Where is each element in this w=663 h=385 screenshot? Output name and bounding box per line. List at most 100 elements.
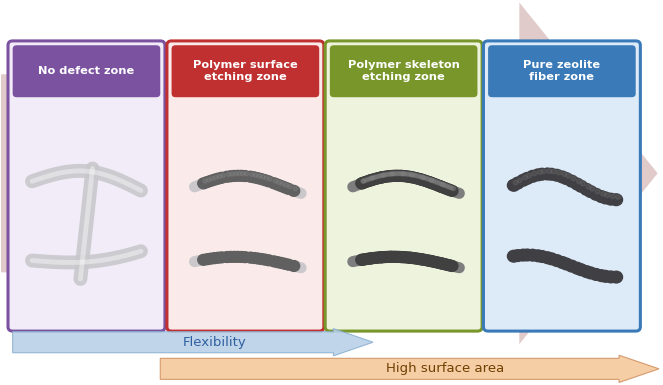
Circle shape (581, 181, 585, 186)
Circle shape (259, 175, 271, 186)
Circle shape (417, 174, 422, 178)
Circle shape (210, 177, 214, 181)
Circle shape (374, 252, 386, 263)
Circle shape (390, 172, 394, 176)
Circle shape (365, 178, 369, 182)
Circle shape (595, 270, 608, 281)
FancyBboxPatch shape (325, 41, 482, 331)
Circle shape (288, 184, 292, 189)
Circle shape (517, 178, 522, 182)
Polygon shape (1, 3, 658, 344)
Circle shape (245, 172, 249, 176)
Circle shape (245, 171, 257, 182)
Circle shape (446, 261, 458, 271)
Circle shape (379, 174, 383, 177)
Circle shape (378, 252, 389, 263)
Circle shape (414, 254, 426, 264)
Circle shape (423, 255, 434, 266)
Circle shape (436, 181, 447, 192)
Circle shape (421, 176, 433, 187)
Circle shape (404, 172, 409, 176)
Circle shape (430, 178, 434, 182)
Circle shape (221, 171, 233, 182)
Circle shape (203, 179, 208, 183)
Circle shape (432, 180, 444, 191)
Circle shape (408, 253, 420, 264)
Circle shape (435, 181, 440, 184)
Circle shape (359, 177, 371, 187)
Circle shape (379, 171, 391, 182)
Circle shape (403, 171, 414, 182)
Circle shape (389, 251, 400, 262)
Circle shape (443, 260, 454, 271)
Circle shape (383, 171, 394, 182)
Circle shape (401, 252, 413, 263)
Circle shape (395, 172, 400, 176)
Circle shape (542, 169, 546, 174)
Circle shape (397, 172, 402, 176)
Circle shape (521, 249, 534, 261)
Circle shape (566, 260, 578, 272)
Circle shape (398, 252, 409, 263)
Circle shape (439, 183, 451, 194)
Circle shape (401, 172, 405, 176)
Circle shape (206, 178, 211, 182)
Circle shape (361, 179, 365, 183)
Circle shape (536, 251, 548, 262)
Circle shape (387, 172, 391, 176)
Circle shape (532, 250, 544, 262)
Circle shape (446, 186, 458, 196)
Circle shape (577, 179, 581, 184)
Circle shape (245, 252, 257, 263)
Circle shape (443, 184, 454, 195)
Circle shape (551, 169, 556, 174)
Circle shape (599, 271, 612, 282)
Circle shape (229, 251, 240, 262)
Text: Polymer skeleton
etching zone: Polymer skeleton etching zone (347, 60, 459, 82)
Circle shape (590, 187, 595, 191)
Circle shape (526, 249, 539, 261)
Circle shape (391, 251, 402, 262)
Circle shape (512, 177, 524, 189)
Circle shape (229, 171, 240, 181)
Circle shape (265, 176, 269, 180)
Circle shape (545, 253, 558, 264)
Circle shape (379, 252, 391, 263)
Circle shape (416, 174, 427, 185)
Circle shape (595, 189, 600, 194)
Circle shape (441, 183, 453, 194)
Circle shape (268, 256, 280, 267)
Circle shape (361, 253, 373, 264)
Circle shape (259, 254, 271, 265)
Circle shape (589, 269, 602, 280)
Circle shape (405, 253, 416, 263)
Circle shape (428, 178, 432, 182)
Circle shape (232, 171, 244, 181)
Circle shape (408, 172, 412, 176)
Circle shape (580, 266, 593, 278)
Circle shape (536, 168, 548, 180)
Circle shape (279, 182, 290, 193)
Circle shape (212, 252, 224, 263)
Circle shape (372, 252, 384, 263)
Circle shape (406, 253, 418, 263)
FancyBboxPatch shape (13, 45, 160, 97)
Circle shape (369, 177, 373, 181)
Circle shape (239, 252, 251, 263)
Circle shape (263, 255, 274, 266)
Circle shape (202, 254, 213, 264)
Circle shape (424, 256, 436, 266)
Circle shape (580, 184, 593, 195)
Circle shape (381, 173, 385, 177)
Circle shape (376, 252, 387, 263)
Circle shape (428, 256, 440, 267)
Circle shape (605, 271, 617, 283)
Circle shape (372, 173, 384, 184)
Circle shape (356, 178, 368, 189)
Circle shape (412, 173, 416, 177)
Circle shape (418, 254, 429, 265)
Circle shape (434, 181, 446, 191)
Circle shape (538, 170, 542, 174)
Circle shape (378, 172, 389, 182)
Circle shape (410, 253, 422, 264)
